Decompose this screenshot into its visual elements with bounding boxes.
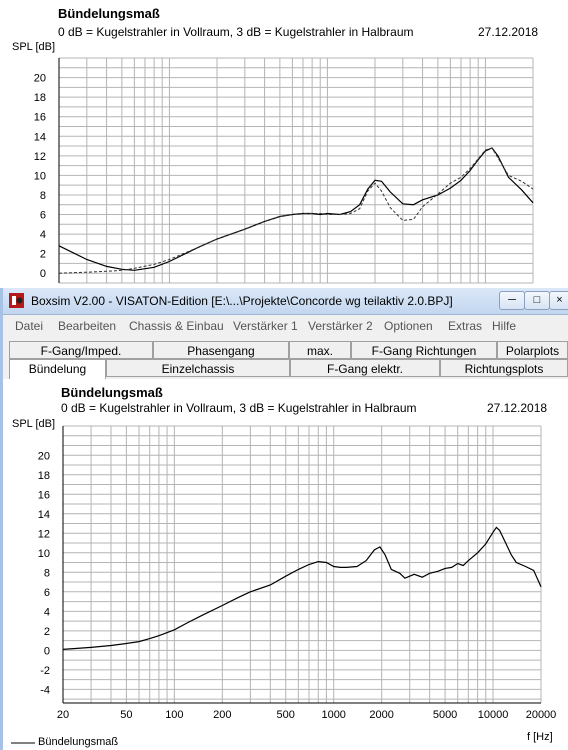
y-tick-label: 6	[40, 210, 46, 222]
legend-line-swatch	[11, 742, 35, 744]
y-tick-label: 2	[44, 626, 50, 638]
menu-chassis-einbau[interactable]: Chassis & Einbau	[129, 319, 224, 333]
tab-buendelung[interactable]: Bündelung	[9, 359, 106, 379]
y-tick-label: 10	[38, 548, 50, 560]
legend-label: Bündelungsmaß	[38, 736, 119, 748]
x-tick-label: 10000	[478, 709, 509, 721]
menu-bar: Datei Bearbeiten Chassis & Einbau Verstä…	[3, 315, 568, 337]
y-tick-label: 20	[38, 450, 50, 462]
y-tick-label: 4	[40, 229, 46, 241]
y-tick-label: 16	[34, 112, 46, 124]
x-tick-label: 50	[120, 709, 132, 721]
chart-ylabel: SPL [dB]	[12, 418, 56, 430]
x-tick-label: 100	[165, 709, 183, 721]
y-tick-label: 8	[44, 567, 50, 579]
menu-datei[interactable]: Datei	[15, 319, 44, 333]
chart-subtitle: 0 dB = Kugelstrahler in Vollraum, 3 dB =…	[61, 401, 417, 415]
series-line-dashed	[58, 147, 534, 274]
title-bar[interactable]: Boxsim V2.00 - VISATON-Edition [E:\...\P…	[3, 288, 568, 315]
x-tick-label: 200	[213, 709, 231, 721]
background-window: Bündelungsmaß 0 dB = Kugelstrahler in Vo…	[0, 0, 568, 290]
chart-xlabel: f [Hz]	[527, 731, 553, 743]
x-tick-label: 1000	[321, 709, 345, 721]
menu-bearbeiten[interactable]: Bearbeiten	[58, 319, 117, 333]
close-button[interactable]: ×	[549, 291, 568, 310]
x-tick-label: 2000	[369, 709, 393, 721]
tab-f-gang-richtungen[interactable]: F-Gang Richtungen	[351, 341, 497, 359]
x-tick-label: 5000	[433, 709, 457, 721]
x-tick-label: 500	[277, 709, 295, 721]
series-line-buendelungsmass	[58, 147, 534, 271]
y-tick-label: 16	[38, 489, 50, 501]
y-tick-label: 4	[44, 606, 50, 618]
y-tick-label: -4	[40, 684, 50, 696]
chart-date: 27.12.2018	[487, 401, 548, 415]
y-tick-label: 6	[44, 587, 50, 599]
y-tick-label: 0	[44, 645, 50, 657]
bg-chart-subtitle: 0 dB = Kugelstrahler in Vollraum, 3 dB =…	[58, 25, 414, 39]
menu-verstaerker-2[interactable]: Verstärker 2	[308, 319, 373, 333]
menu-verstaerker-1[interactable]: Verstärker 1	[233, 319, 298, 333]
y-tick-label: 2	[40, 249, 46, 261]
y-tick-label: 14	[34, 131, 46, 143]
tab-f-gang-elektr[interactable]: F-Gang elektr.	[290, 359, 440, 377]
y-tick-label: 12	[38, 528, 50, 540]
boxsim-app-icon	[9, 293, 24, 308]
tab-f-gang-imped[interactable]: F-Gang/Imped.	[9, 341, 153, 359]
chart-title: Bündelungsmaß	[61, 385, 163, 400]
bg-chart-date: 27.12.2018	[478, 25, 539, 39]
minimize-button[interactable]: ─	[499, 291, 525, 310]
y-tick-label: 20	[34, 73, 46, 85]
y-tick-label: 12	[34, 151, 46, 163]
y-tick-label: 18	[38, 470, 50, 482]
y-tick-label: -2	[40, 665, 50, 677]
tab-einzelchassis[interactable]: Einzelchassis	[106, 359, 290, 377]
y-tick-label: 14	[38, 509, 50, 521]
tab-polarplots[interactable]: Polarplots	[497, 341, 568, 359]
tab-richtungsplots[interactable]: Richtungsplots	[440, 359, 568, 377]
menu-hilfe[interactable]: Hilfe	[492, 319, 517, 333]
tab-strip: F-Gang/Imped. Phasengang max. Pegel F-Ga…	[3, 337, 568, 379]
menu-extras[interactable]: Extras	[448, 319, 483, 333]
y-tick-label: 8	[40, 190, 46, 202]
y-tick-label: 0	[40, 268, 46, 280]
x-tick-label: 20000	[526, 709, 557, 721]
y-tick-label: 18	[34, 92, 46, 104]
series-line-buendelungsmass	[62, 526, 542, 650]
y-tick-label: 10	[34, 170, 46, 182]
bg-chart-ylabel: SPL [dB]	[12, 41, 56, 53]
front-window: Boxsim V2.00 - VISATON-Edition [E:\...\P…	[0, 288, 568, 750]
bg-chart-title: Bündelungsmaß	[58, 6, 160, 21]
buendelung-chart[interactable]: -4 -2 0 2 4 6 8 10 12 14 16 18 20 20 50 100 200 500 1000 20…	[0, 288, 568, 750]
x-tick-label: 20	[57, 709, 69, 721]
window-title: Boxsim V2.00 - VISATON-Edition [E:\...\P…	[31, 294, 453, 308]
menu-optionen[interactable]: Optionen	[384, 319, 433, 333]
tab-phasengang[interactable]: Phasengang	[153, 341, 289, 359]
bg-chart: 0 2 4 6 8 10 12 14 16 18 20	[34, 57, 534, 284]
